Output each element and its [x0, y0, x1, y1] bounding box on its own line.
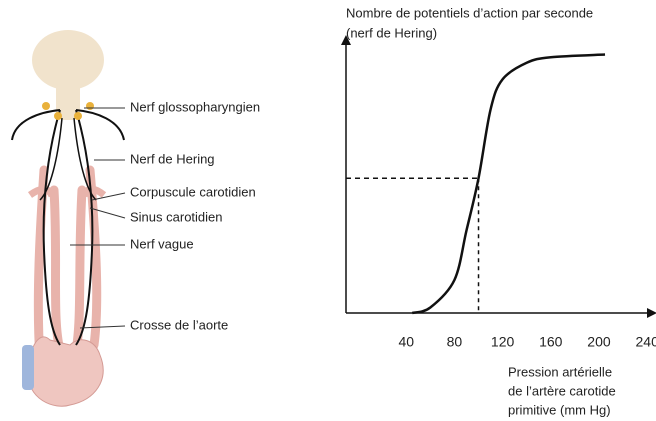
x-tick-label: 40 [398, 334, 414, 350]
x-label: Pression artérielle [508, 364, 612, 379]
x-tick-label: 160 [539, 334, 563, 350]
page: Nerf glossopharyngien Nerf de Hering Cor… [0, 0, 656, 421]
x-label: primitive (mm Hg) [508, 402, 611, 417]
chart-subtitle: (nerf de Hering) [346, 25, 437, 40]
heart [28, 337, 103, 406]
ganglion [74, 112, 82, 120]
vena-cava [22, 345, 34, 390]
chart-title: Nombre de potentiels d’action par second… [346, 5, 593, 20]
label: Nerf de Hering [130, 151, 215, 166]
x-tick-label: 240 [636, 334, 656, 350]
label: Corpuscule carotidien [130, 184, 256, 199]
arteries [38, 170, 96, 360]
label: Nerf vague [130, 236, 194, 251]
ganglion [42, 102, 50, 110]
label: Sinus carotidien [130, 209, 223, 224]
x-tick-label: 80 [447, 334, 463, 350]
anatomy: Nerf glossopharyngien Nerf de Hering Cor… [12, 30, 260, 406]
x-label: de l’artère carotide [508, 383, 616, 398]
label: Crosse de l’aorte [130, 317, 228, 332]
curve [412, 55, 605, 314]
x-tick-label: 120 [491, 334, 515, 350]
ganglion [54, 112, 62, 120]
x-tick-label: 200 [587, 334, 611, 350]
ganglion [86, 102, 94, 110]
label: Nerf glossopharyngien [130, 99, 260, 114]
